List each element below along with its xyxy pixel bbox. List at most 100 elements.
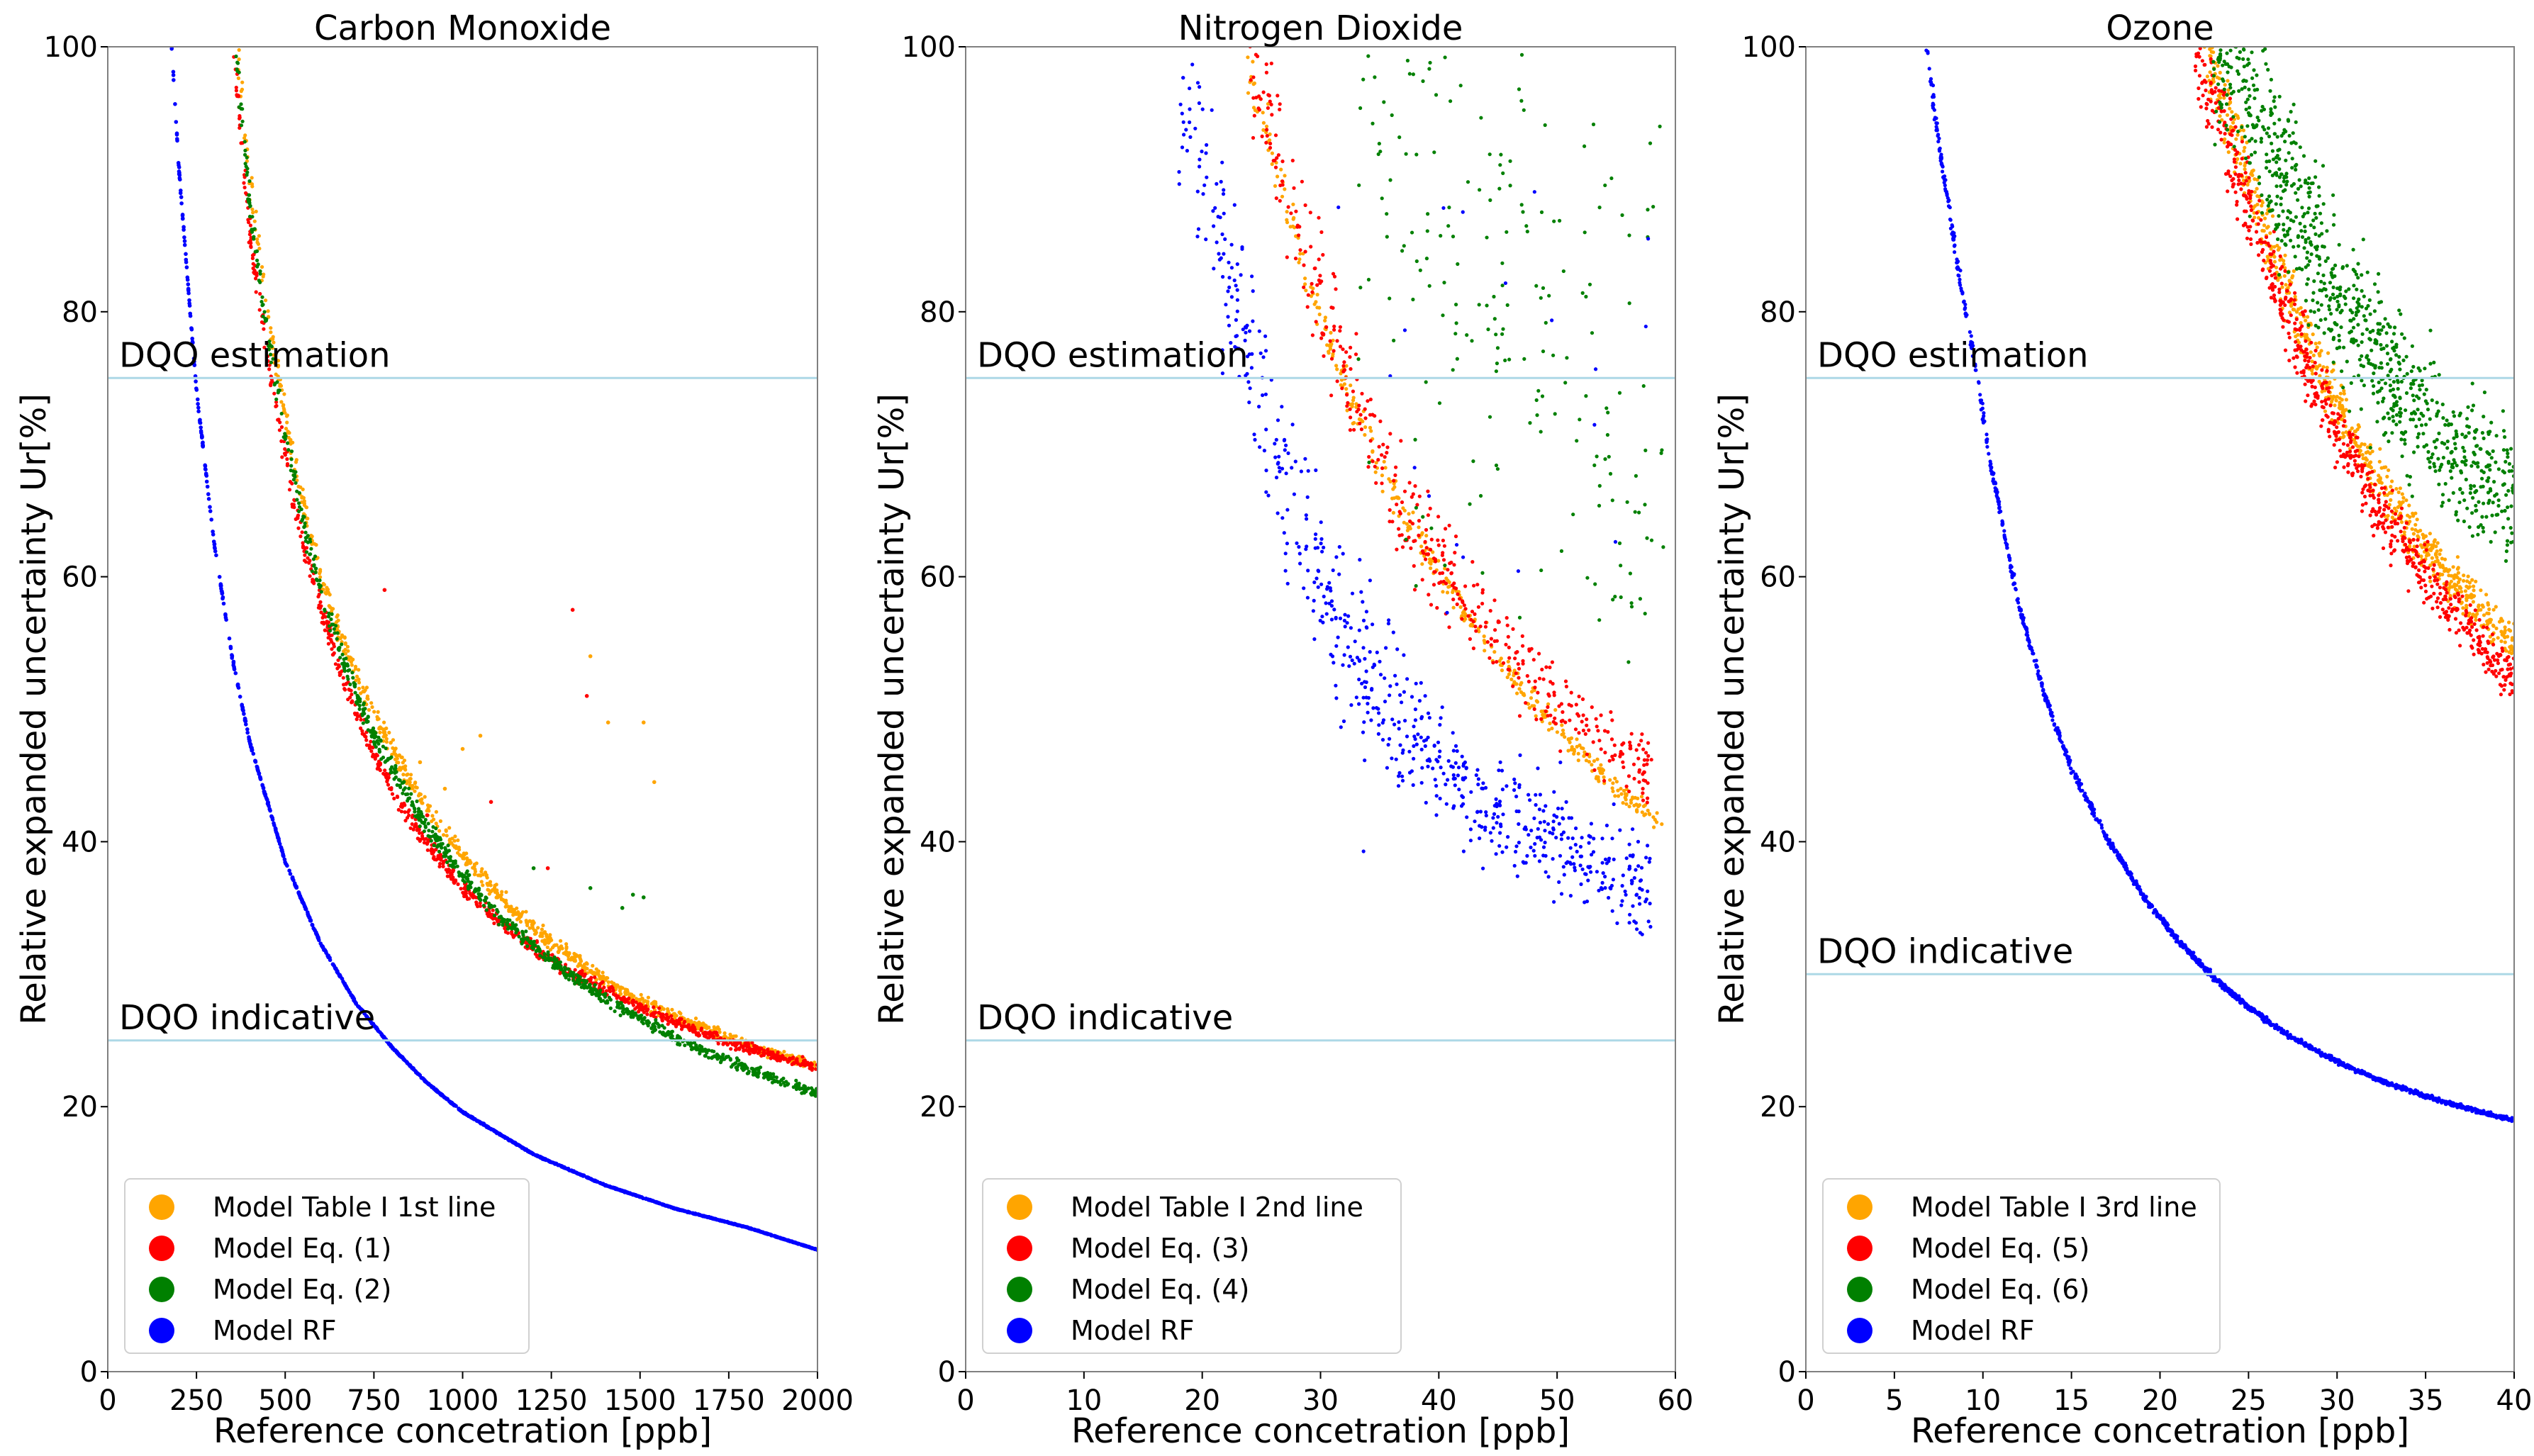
data-point <box>243 133 247 137</box>
data-point <box>1544 666 1548 669</box>
data-point <box>732 1063 735 1066</box>
y-tick-label: 60 <box>62 561 98 594</box>
data-point <box>1387 477 1390 481</box>
data-point <box>1395 503 1398 506</box>
data-point <box>316 933 320 937</box>
data-point <box>1600 713 1603 717</box>
data-point <box>674 1023 677 1026</box>
data-point <box>445 829 448 833</box>
data-point <box>415 800 418 803</box>
data-point <box>1400 500 1404 504</box>
data-point <box>642 1021 645 1025</box>
data-point <box>175 139 179 143</box>
data-point <box>385 740 389 744</box>
data-point <box>248 215 252 218</box>
data-point <box>1257 1 1261 5</box>
data-point <box>639 998 642 1002</box>
data-point <box>671 1034 674 1038</box>
data-point <box>245 164 248 168</box>
data-point <box>223 613 228 617</box>
data-point <box>454 844 457 848</box>
data-point <box>418 831 421 835</box>
data-point <box>1262 91 1266 94</box>
data-point <box>1413 539 1417 542</box>
data-point <box>541 924 545 927</box>
data-point <box>471 896 475 900</box>
data-point <box>479 1121 483 1126</box>
y-tick-label: 80 <box>62 296 98 329</box>
data-point <box>1580 719 1584 723</box>
data-point <box>424 824 428 828</box>
data-point <box>182 235 186 240</box>
data-point <box>1420 562 1424 566</box>
data-point <box>417 810 420 813</box>
data-point <box>286 462 289 466</box>
data-point <box>551 946 554 949</box>
data-point <box>646 1001 649 1004</box>
data-point <box>463 880 467 884</box>
data-point <box>1621 752 1624 756</box>
data-point <box>1480 602 1484 605</box>
data-point <box>1610 718 1614 722</box>
data-point <box>1474 629 1478 633</box>
data-point <box>378 731 381 734</box>
data-point <box>441 862 445 866</box>
data-point <box>247 737 252 741</box>
data-point <box>278 388 281 392</box>
data-point <box>374 745 378 749</box>
data-point <box>669 1014 673 1018</box>
data-point <box>280 412 284 415</box>
data-point <box>776 1051 780 1054</box>
data-point <box>1540 668 1544 671</box>
data-point <box>769 1056 773 1060</box>
data-point <box>558 971 562 975</box>
data-point <box>359 718 363 722</box>
data-point <box>1473 625 1477 628</box>
data-point <box>1368 426 1372 430</box>
data-point <box>1292 186 1295 190</box>
data-point <box>1660 822 1663 826</box>
data-point <box>231 663 235 668</box>
data-point <box>284 427 288 430</box>
data-point <box>717 1042 720 1046</box>
data-point <box>524 910 528 914</box>
data-point <box>379 739 383 743</box>
data-point <box>1517 687 1521 690</box>
data-point <box>1406 526 1410 530</box>
data-point <box>238 695 242 699</box>
data-point <box>1249 3 1252 6</box>
data-point <box>412 828 415 831</box>
data-point <box>496 891 499 895</box>
data-point <box>676 1207 680 1211</box>
data-point <box>1575 702 1578 706</box>
data-point <box>603 995 607 999</box>
data-point <box>621 986 625 990</box>
data-point <box>579 1173 584 1177</box>
data-point <box>1300 180 1304 184</box>
data-point <box>282 435 286 439</box>
data-point <box>1354 352 1358 356</box>
data-point <box>196 405 201 410</box>
data-point <box>469 861 472 864</box>
data-point <box>1417 519 1421 522</box>
data-point <box>589 1177 593 1182</box>
data-point <box>334 624 337 627</box>
data-point <box>1363 408 1367 411</box>
data-point <box>1453 551 1456 554</box>
data-point <box>1307 293 1310 297</box>
data-point <box>1624 793 1627 797</box>
data-point <box>369 701 373 705</box>
data-point <box>1493 639 1497 643</box>
data-point <box>1517 662 1520 666</box>
data-point <box>409 777 413 780</box>
data-point <box>803 1244 807 1248</box>
data-point <box>512 935 515 939</box>
data-point <box>1504 643 1507 646</box>
data-point <box>308 574 312 578</box>
data-point <box>1409 547 1412 550</box>
data-point <box>376 717 379 721</box>
data-point <box>1562 732 1565 735</box>
data-point <box>713 1031 717 1034</box>
data-point <box>513 1142 518 1146</box>
data-point <box>393 768 396 772</box>
